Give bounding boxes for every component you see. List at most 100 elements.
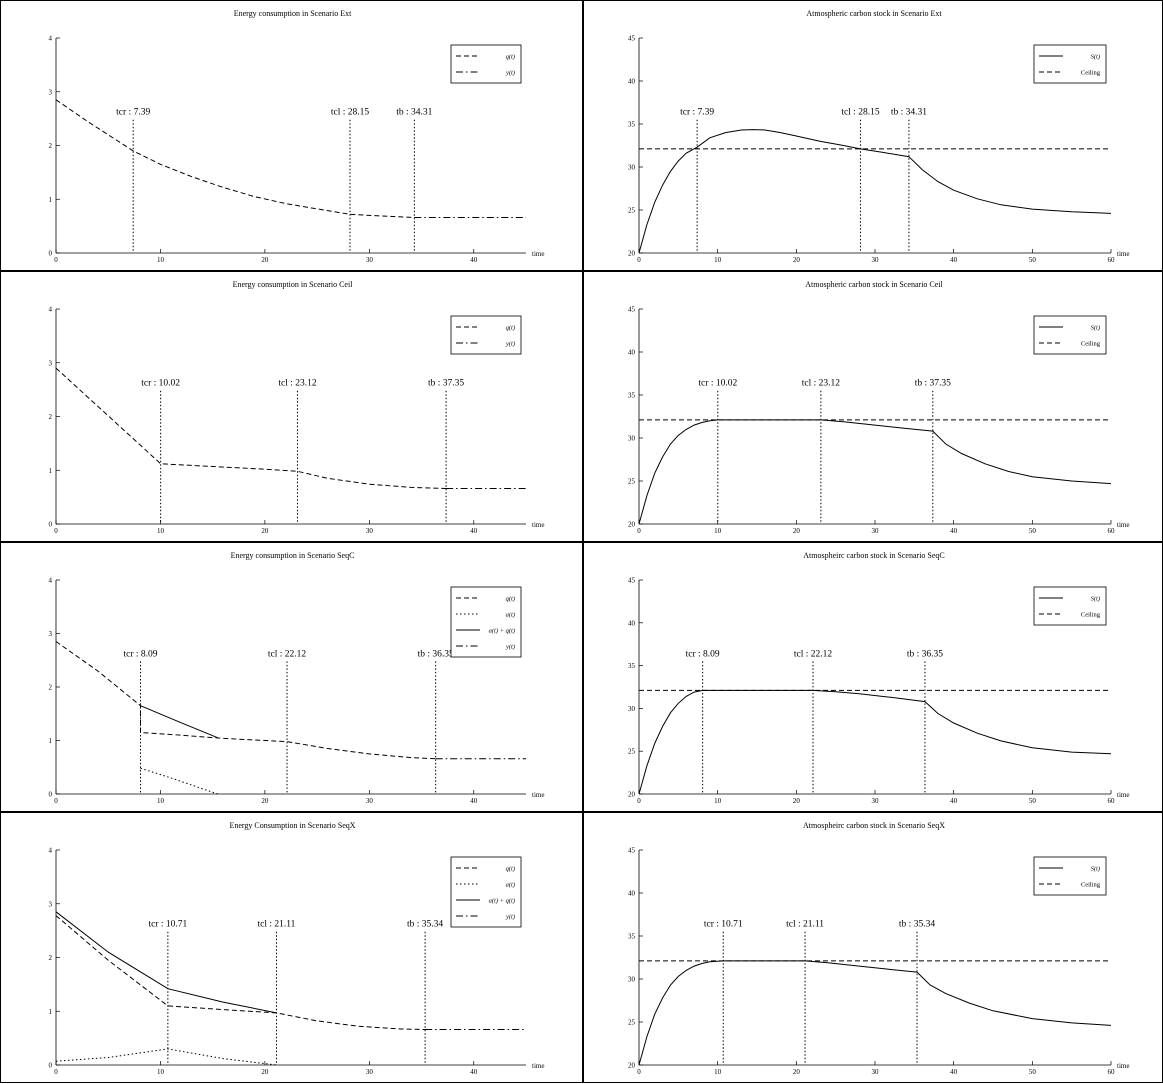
- chart-panel: Atmospheirc carbon stock in Scenario Seq…: [583, 542, 1163, 812]
- y-tick-label: 30: [628, 976, 636, 984]
- series-line: [55, 367, 447, 489]
- x-tick-label: 0: [637, 797, 641, 805]
- legend-box: [450, 856, 522, 928]
- marker-label: tcl : 28.15: [331, 108, 370, 118]
- marker-label: tcr : 8.09: [123, 649, 157, 659]
- y-tick-label: 4: [49, 577, 53, 585]
- marker-label: tb : 36.35: [418, 649, 454, 659]
- legend-label: y(t): [505, 644, 515, 651]
- x-axis-label: time: [532, 1062, 544, 1070]
- x-tick-label: 50: [1029, 1068, 1037, 1076]
- series-line: [55, 641, 436, 760]
- legend-label: S(t): [1091, 866, 1100, 873]
- y-tick-label: 4: [49, 306, 53, 314]
- legend-label: Ceiling: [1081, 341, 1101, 348]
- x-tick-label: 40: [950, 527, 958, 535]
- legend-box: [450, 44, 522, 84]
- marker-label: tb : 36.35: [907, 649, 943, 659]
- y-tick-label: 25: [628, 478, 636, 486]
- chart-title: Energy Consumption in Scenario SeqX: [229, 821, 355, 830]
- x-tick-label: 10: [714, 1068, 722, 1076]
- x-axis-label: time: [1117, 250, 1129, 258]
- x-tick-label: 20: [793, 527, 801, 535]
- x-tick-label: 60: [1108, 256, 1116, 264]
- chart-svg: Atmospheric carbon stock in Scenario Ext…: [628, 9, 1129, 264]
- marker-label: tcr : 10.71: [148, 920, 187, 930]
- x-tick-label: 20: [793, 797, 801, 805]
- x-tick-label: 10: [714, 256, 722, 264]
- x-tick-label: 30: [872, 797, 880, 805]
- y-tick-label: 35: [628, 662, 636, 670]
- x-tick-label: 0: [54, 797, 58, 805]
- x-axis-label: time: [532, 791, 544, 799]
- legend-label: q(t): [506, 325, 515, 332]
- legend-label: S(t): [1091, 325, 1100, 332]
- series-line: [55, 915, 426, 1030]
- x-tick-label: 20: [261, 1068, 269, 1076]
- y-tick-label: 1: [49, 196, 53, 204]
- y-tick-label: 45: [628, 35, 636, 43]
- x-tick-label: 40: [950, 797, 958, 805]
- legend-label: Ceiling: [1081, 70, 1101, 77]
- x-tick-label: 20: [793, 256, 801, 264]
- x-tick-label: 60: [1108, 527, 1116, 535]
- chart-panel: Energy consumption in Scenario Ext 0 1 2 3 4 0…: [0, 0, 583, 271]
- x-tick-label: 60: [1108, 1068, 1116, 1076]
- chart-panel: Energy consumption in Scenario SeqC 0 1 2 3 4…: [0, 542, 583, 812]
- x-axis-label: time: [532, 521, 544, 529]
- y-tick-label: 20: [628, 250, 636, 258]
- x-tick-label: 20: [261, 527, 269, 535]
- marker-label: tb : 34.31: [891, 108, 927, 118]
- y-tick-label: 25: [628, 207, 636, 215]
- x-tick-label: 10: [157, 1068, 165, 1076]
- x-tick-label: 60: [1108, 797, 1116, 805]
- x-tick-label: 10: [157, 527, 165, 535]
- chart-title: Energy consumption in Scenario Ext: [234, 9, 352, 18]
- y-tick-label: 45: [628, 306, 636, 314]
- series-line: [638, 960, 1112, 1066]
- marker-label: tcr : 8.09: [686, 649, 720, 659]
- chart-panel: Energy Consumption in Scenario SeqX 0 1 2 3 4…: [0, 812, 583, 1083]
- chart-svg: Atmospheirc carbon stock in Scenario Seq…: [628, 821, 1129, 1076]
- x-tick-label: 0: [637, 1068, 641, 1076]
- y-tick-label: 2: [49, 413, 53, 421]
- legend-label: S(t): [1091, 54, 1100, 61]
- x-tick-label: 20: [261, 256, 269, 264]
- y-tick-label: 20: [628, 791, 636, 799]
- marker-label: tcr : 7.39: [680, 108, 714, 118]
- chart-title: Atmospheric carbon stock in Scenario Ext: [806, 9, 942, 18]
- chart-svg: Energy Consumption in Scenario SeqX 0 1 2 3 4…: [49, 821, 545, 1076]
- x-tick-label: 40: [470, 256, 478, 264]
- y-tick-label: 30: [628, 164, 636, 172]
- x-tick-label: 30: [872, 527, 880, 535]
- y-tick-label: 25: [628, 1019, 636, 1027]
- chart-panel: Energy consumption in Scenario Ceil 0 1 2 3 4…: [0, 271, 583, 542]
- y-tick-label: 40: [628, 890, 636, 898]
- x-axis-label: time: [1117, 791, 1129, 799]
- legend-label: Ceiling: [1081, 882, 1101, 889]
- legend-label: y(t): [505, 70, 515, 77]
- y-tick-label: 30: [628, 435, 636, 443]
- series-line: [55, 1048, 277, 1066]
- x-tick-label: 40: [950, 1068, 958, 1076]
- y-tick-label: 3: [49, 900, 53, 908]
- marker-label: tcr : 10.02: [141, 379, 180, 389]
- marker-label: tb : 37.35: [915, 379, 951, 389]
- x-tick-label: 40: [950, 256, 958, 264]
- x-axis-label: time: [1117, 1062, 1129, 1070]
- x-tick-label: 10: [157, 797, 165, 805]
- marker-label: tcl : 28.15: [841, 108, 880, 118]
- y-tick-label: 40: [628, 78, 636, 86]
- y-tick-label: 3: [49, 630, 53, 638]
- marker-label: tcr : 7.39: [116, 108, 150, 118]
- marker-label: tcl : 22.12: [794, 649, 833, 659]
- legend-box: [1033, 586, 1107, 626]
- series-line: [638, 419, 1112, 525]
- x-tick-label: 0: [54, 256, 58, 264]
- y-tick-label: 20: [628, 521, 636, 529]
- marker-label: tcl : 21.11: [258, 920, 296, 930]
- y-tick-label: 25: [628, 748, 636, 756]
- x-axis-label: time: [532, 250, 544, 258]
- marker-label: tb : 35.34: [407, 920, 443, 930]
